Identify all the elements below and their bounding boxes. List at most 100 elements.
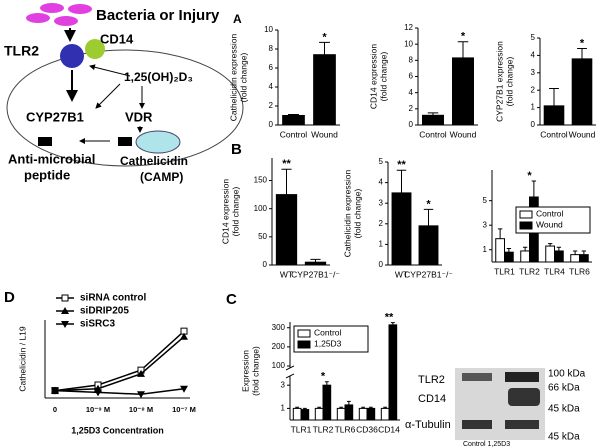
chart: 0 2 4 6 8 10 Cathelicidin expression (fold chan…: [228, 25, 340, 139]
series-line: [54, 336, 185, 392]
mw-marker: 100 kDa: [548, 369, 586, 380]
band: [462, 373, 492, 381]
mw-marker: 66 kDa: [548, 383, 580, 394]
x-tick-label: TLR1: [494, 266, 515, 276]
bar: [543, 105, 565, 126]
marker: [137, 391, 145, 399]
nucleus: [135, 130, 181, 154]
bar: [579, 254, 589, 263]
bar: [520, 250, 530, 263]
y-tick-label: 6: [409, 72, 414, 81]
y-tick-label: 8: [409, 55, 414, 64]
y-axis-label: (fold change): [504, 57, 514, 107]
x-tick-label: 10⁻⁷ M: [172, 405, 196, 414]
y-tick-label: 1: [281, 404, 286, 413]
x-axis-label: 1,25D3 Concentration: [71, 425, 164, 435]
panel-label: D: [4, 289, 15, 306]
y-tick-label: 5: [379, 157, 384, 166]
y-axis-label: Expression: [240, 350, 250, 392]
y-tick-label: 12: [404, 23, 413, 32]
error-bar: [302, 407, 307, 410]
error-bar: [547, 243, 553, 247]
x-tick-label: TLR2: [313, 424, 334, 434]
y-tick-label: 2: [269, 101, 274, 110]
bar: [366, 407, 376, 421]
y-tick-label: 3: [483, 220, 488, 229]
y-axis-label: (fold change): [250, 346, 260, 396]
bar: [322, 384, 332, 421]
axis-break: [285, 373, 295, 379]
y-tick-label: 4: [409, 88, 414, 97]
error-bar: [390, 322, 395, 325]
bar: [495, 238, 505, 263]
significance: *: [580, 37, 585, 49]
error-bar: [346, 400, 351, 405]
panel-label: A: [233, 12, 242, 26]
y-tick-label: 3: [531, 68, 536, 77]
bacterium: [54, 16, 78, 26]
bar: [388, 324, 398, 421]
y-axis-label: (fold change): [352, 189, 362, 239]
metabolite: 1,25(OH)₂D₃: [124, 70, 193, 84]
error-bar: [572, 250, 578, 255]
marker: [94, 389, 102, 397]
error-bar: [549, 87, 559, 106]
marker: [61, 307, 69, 314]
x-tick-label: CD14: [378, 424, 400, 434]
error-bar: [319, 41, 330, 55]
bar: [344, 404, 354, 421]
x-tick-label: Control: [280, 129, 308, 139]
x-tick-label: TLR6: [569, 266, 590, 276]
x-tick-label: TLR1: [291, 424, 312, 434]
y-axis-label: (fold change): [238, 53, 248, 103]
y-axis-label: (fold change): [230, 187, 240, 237]
bar: [314, 407, 324, 421]
x-tick-label: WT: [395, 269, 408, 279]
stimulus: Bacteria or Injury: [96, 7, 220, 24]
mw-marker: 45 kDa: [548, 432, 580, 443]
error-bar: [396, 169, 407, 193]
legend-label: siSRC3: [80, 319, 115, 330]
bacterium: [68, 4, 92, 14]
legend-swatch: [519, 221, 533, 230]
enzyme: CYP27B1: [26, 109, 84, 124]
x-tick-label: Control: [419, 129, 447, 139]
x-tick-label: Wound: [569, 129, 596, 139]
gene: (CAMP): [140, 170, 183, 184]
bar: [554, 250, 564, 263]
y-tick-label: 0: [263, 260, 268, 269]
x-tick-label: TLR2: [519, 266, 540, 276]
y-axis-label: Cathelicidin expression: [342, 170, 352, 258]
bacterium: [26, 13, 50, 23]
band: [505, 420, 539, 429]
y-tick-label: 300: [272, 323, 286, 332]
product: peptide: [24, 167, 70, 182]
significance: *: [527, 170, 532, 182]
error-bar: [368, 406, 373, 409]
chart: 0 1 2 3 4 5 Cathelicidin expression (fold chang…: [342, 157, 453, 279]
x-tick-label: TLR6: [335, 424, 356, 434]
band: [508, 388, 540, 406]
error-bar: [506, 248, 512, 253]
blot-row: TLR2: [418, 374, 445, 386]
y-tick-label: 4: [531, 51, 536, 60]
error-bar: [361, 406, 366, 409]
bar: [282, 115, 305, 126]
x-tick-label: 0: [53, 405, 57, 414]
y-tick-label: 5: [531, 33, 536, 42]
error-bar: [317, 406, 322, 409]
axis-break: [285, 365, 295, 371]
y-tick-label: 150: [254, 176, 268, 185]
y-axis-label: (fold change): [378, 52, 388, 102]
y-axis-label: Cathelicidin expression: [228, 34, 238, 122]
legend-swatch: [297, 340, 311, 349]
y-tick-label: 200: [272, 342, 286, 351]
chart: 0 1 2 3 4 5 CYP27B1 expression (fold change) Con…: [494, 33, 596, 139]
error-bar: [339, 406, 344, 409]
x-tick-label: 10⁻⁸ M: [129, 405, 153, 414]
error-bar: [522, 246, 528, 251]
significance: **: [282, 158, 291, 170]
